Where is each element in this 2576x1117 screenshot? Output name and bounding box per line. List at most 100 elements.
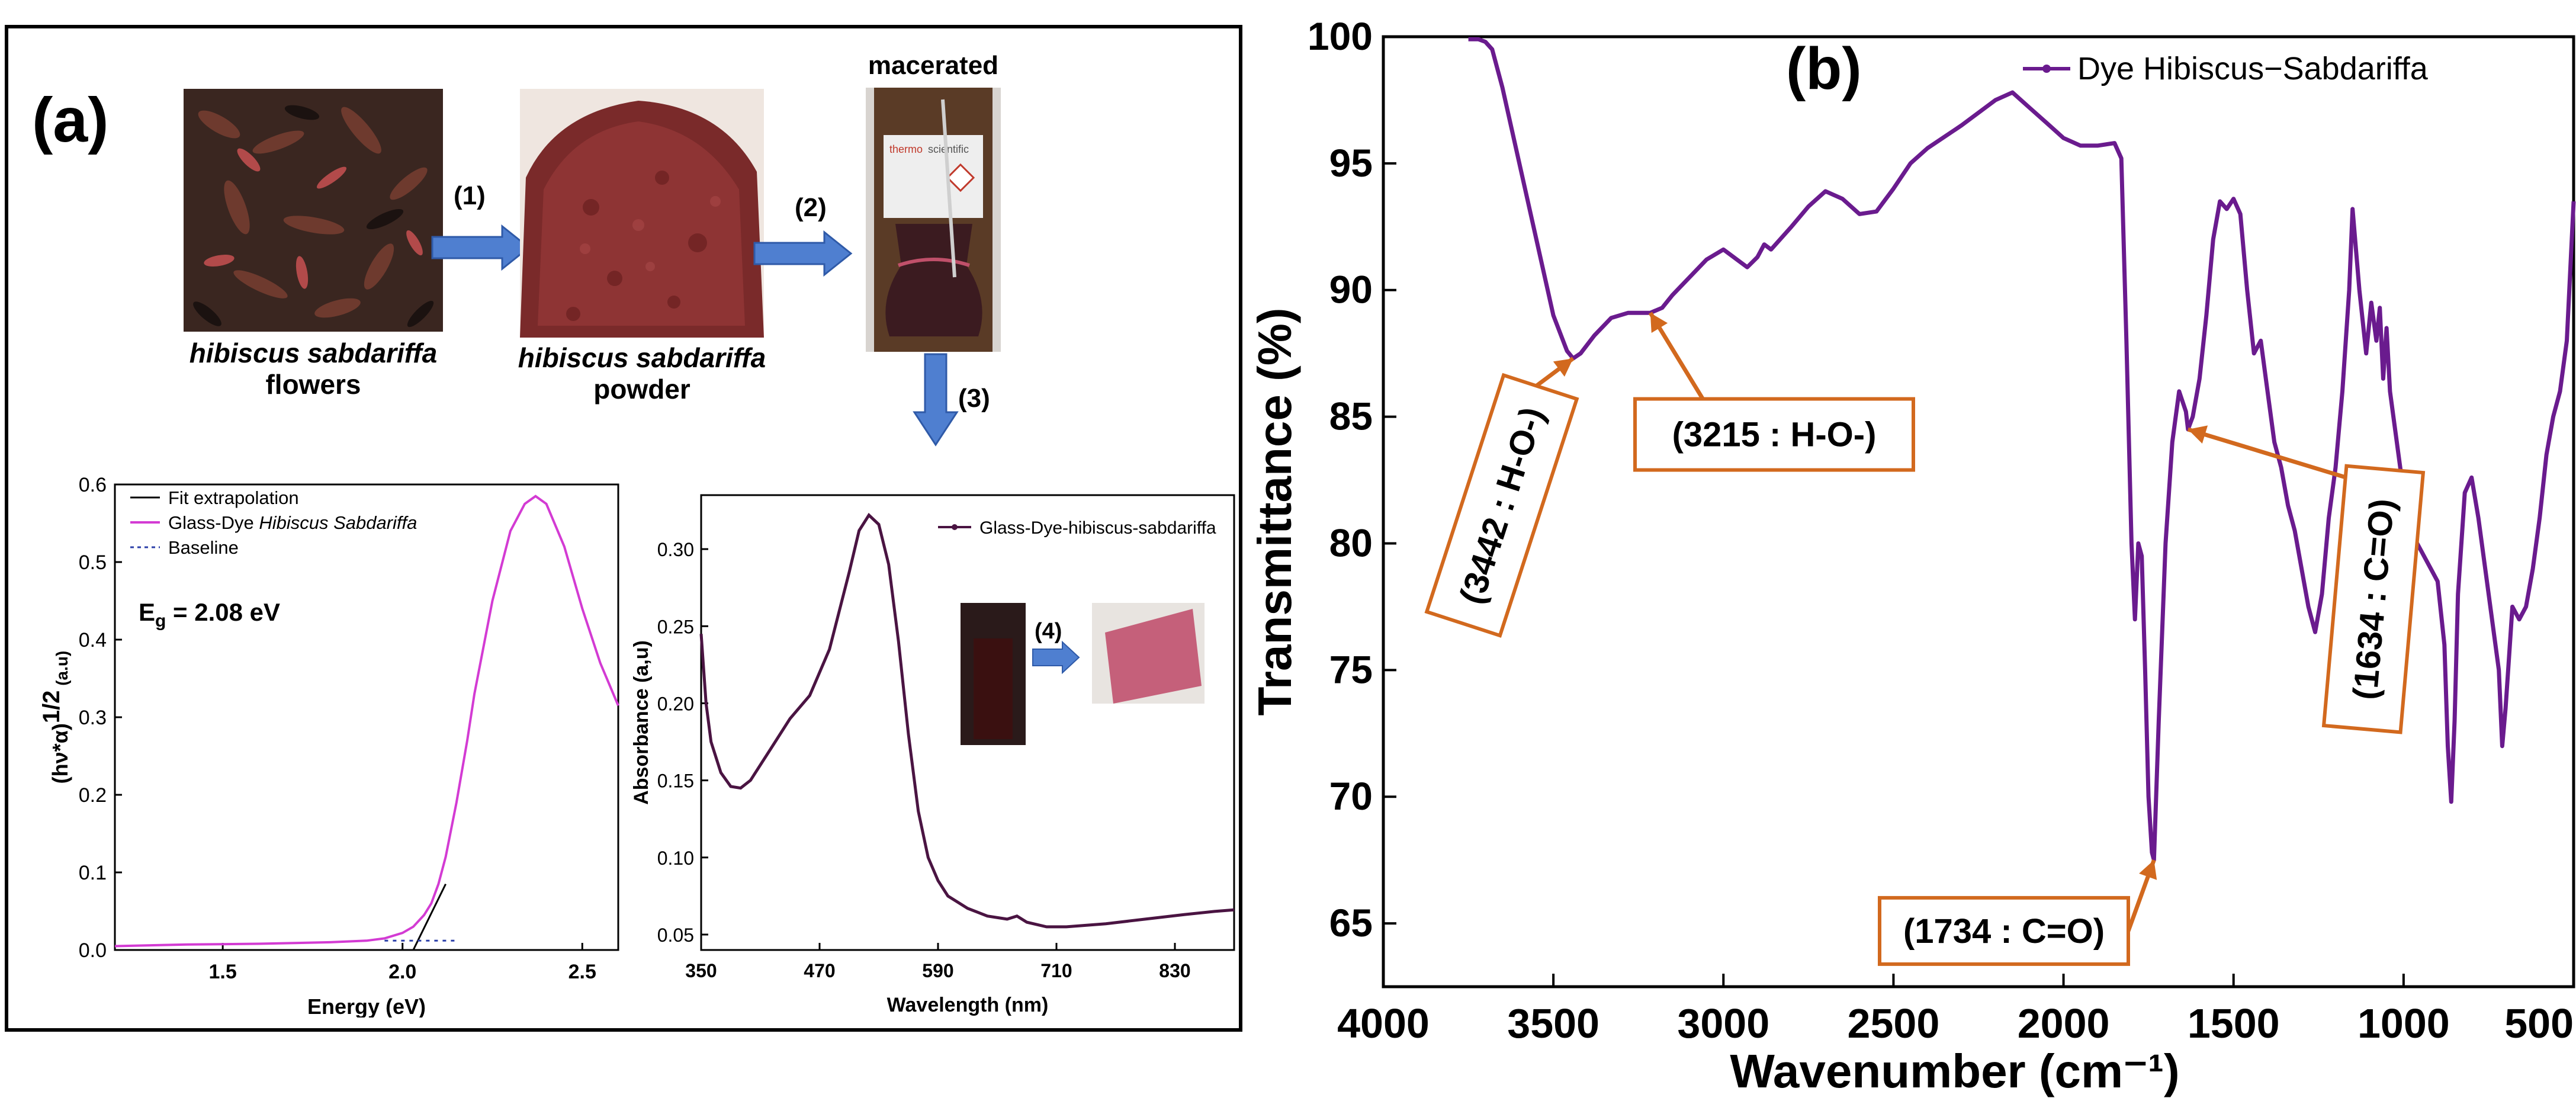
ftir-ytick-label: 85 <box>1329 394 1373 438</box>
ftir-annotation-rect <box>1633 397 1915 472</box>
step-3-label: (3) <box>958 384 990 413</box>
tauc-ytick-label: 0.1 <box>79 862 107 884</box>
panel-b-label: (b) <box>1786 36 1862 102</box>
hibiscus-flowers-photo <box>184 89 443 332</box>
ftir-annotation-rect <box>1878 895 2130 966</box>
ftir-xtick-label: 1500 <box>2188 1000 2280 1047</box>
tauc-xtick-label: 2.0 <box>388 961 416 983</box>
powder-caption-text: powder <box>593 373 690 405</box>
tauc-eg-suffix: = 2.08 eV <box>166 598 280 626</box>
abs-xlabel: Wavelength (nm) <box>887 994 1049 1016</box>
ftir-annotation-1734: (1734 : C=O) <box>1878 859 2157 966</box>
step-1-arrow <box>431 224 531 271</box>
ftir-annotation-3215: (3215 : H-O-) <box>1633 312 1915 472</box>
tauc-ytick-label: 0.0 <box>79 939 107 962</box>
ftir-annotation-arrowhead <box>2139 860 2157 880</box>
ftir-ytick-label: 90 <box>1329 268 1373 312</box>
ftir-ytick-label: 95 <box>1329 141 1373 185</box>
ftir-annotation-box: (1634 : C=O) <box>2321 464 2426 734</box>
tauc-xtick-label: 1.5 <box>209 961 237 983</box>
ftir-plot: 65 70 75 80 85 90 95 100 4000 3500 3000 2500 2000 150… <box>1248 14 2576 1097</box>
ftir-ytick-label: 65 <box>1329 901 1373 945</box>
step-4-arrow <box>1032 640 1080 675</box>
ftir-xtick-label: 2000 <box>2018 1000 2110 1047</box>
abs-xtick-label: 470 <box>804 960 835 981</box>
tauc-ylabel-base: (hν*α) <box>48 723 72 784</box>
ftir-series-line <box>1468 37 2576 862</box>
tauc-ytick-label: 0.4 <box>79 629 107 651</box>
hibiscus-powder-photo <box>520 89 764 338</box>
abs-ytick-label: 0.05 <box>657 925 694 946</box>
tauc-ylabel-sup: 1/2 <box>38 691 65 724</box>
step-3-arrow <box>913 353 959 447</box>
abs-ytick-label: 0.10 <box>657 848 694 869</box>
step-1-label: (1) <box>454 181 486 210</box>
powder-caption: hibiscus sabdariffa powder <box>494 342 790 405</box>
abs-xtick-label: 710 <box>1040 960 1072 981</box>
svg-text:scientific: scientific <box>928 143 969 155</box>
ftir-legend-marker <box>2042 65 2051 73</box>
tauc-ylabel: (hν*α)1/2 (a.u) <box>38 651 72 784</box>
tauc-xtick-label: 2.5 <box>568 961 596 983</box>
ftir-annotation-arrowhead <box>2188 425 2208 444</box>
absorbance-plot: 0.05 0.10 0.15 0.20 0.25 0.30 350 470 590 710 830 W… <box>630 494 1235 1016</box>
powder-texture <box>520 89 764 338</box>
step-4-label: (4) <box>1035 619 1062 644</box>
abs-xtick-label: 830 <box>1159 960 1190 981</box>
glass-slide-dye <box>1105 609 1202 704</box>
svg-text:thermo: thermo <box>889 143 923 155</box>
ftir-frame <box>1382 35 2575 988</box>
ftir-xlabel: Wavenumber (cm⁻¹) <box>1730 1045 2179 1097</box>
abs-legend-marker <box>952 524 958 530</box>
abs-ytick-label: 0.30 <box>657 539 694 560</box>
tauc-ytick-label: 0.2 <box>79 784 107 807</box>
ftir-ytick-label: 100 <box>1308 14 1373 58</box>
flowers-caption-text: flowers <box>265 368 361 400</box>
powder-caption-italic: hibiscus sabdariffa <box>518 342 766 373</box>
tauc-eg-annotation: Eg = 2.08 eV <box>139 598 280 631</box>
abs-xtick-label: 350 <box>685 960 717 981</box>
tauc-legend-baseline: Baseline <box>168 537 239 558</box>
macerated-texture: thermo scientific <box>866 88 1001 352</box>
ftir-ytick-label: 80 <box>1329 521 1373 564</box>
ftir-xtick-label: 3000 <box>1677 1000 1769 1047</box>
ftir-annotation-arrow <box>1648 312 1711 410</box>
ftir-ytick-label: 75 <box>1329 647 1373 691</box>
ftir-xtick-label: 2500 <box>1848 1000 1940 1047</box>
ftir-xtick-label: 4000 <box>1337 1000 1430 1047</box>
ftir-annotation-box: (3442 : H-O-) <box>1424 373 1579 638</box>
panel-a-label: (a) <box>32 85 109 155</box>
ftir-annotation-text: (1734 : C=O) <box>1903 912 2105 951</box>
ftir-annotation-box: (1734 : C=O) <box>1878 895 2130 966</box>
abs-ytick-label: 0.15 <box>657 771 694 792</box>
tauc-ytick-label: 0.6 <box>79 474 107 496</box>
tauc-ylabel-unit: (a.u) <box>53 651 71 691</box>
ftir-annotation-box: (3215 : H-O-) <box>1633 397 1915 472</box>
tauc-eg-sub: g <box>155 611 166 631</box>
ftir-annotation-arrowhead <box>1553 358 1573 377</box>
abs-ylabel: Absorbance (a,u) <box>630 640 653 805</box>
tauc-ytick-label: 0.5 <box>79 551 107 574</box>
panel-a-frame: (a) <box>5 25 1242 1032</box>
macerated-bottle-photo: thermo scientific <box>866 88 1001 352</box>
ftir-ylabel: Transmittance (%) <box>1248 307 1301 715</box>
ftir-annotation-3442: (3442 : H-O-) <box>1424 357 1579 638</box>
macerated-label: macerated <box>868 51 999 80</box>
ftir-legend-label: Dye Hibiscus−Sabdariffa <box>2077 51 2429 86</box>
tauc-legend-dye-italic: Hibiscus Sabdariffa <box>259 512 417 533</box>
flowers-texture <box>184 89 443 332</box>
ftir-annotation-arrowhead <box>1650 313 1668 333</box>
tauc-xlabel: Energy (eV) <box>307 994 426 1018</box>
abs-legend-label: Glass-Dye-hibiscus-sabdariffa <box>979 518 1216 538</box>
ftir-ytick-label: 70 <box>1329 774 1373 818</box>
ftir-xtick-label: 1000 <box>2357 1000 2450 1047</box>
tauc-legend-fit: Fit extrapolation <box>168 487 299 508</box>
tauc-legend-dye: Glass-Dye Hibiscus Sabdariffa <box>168 512 417 533</box>
abs-series-line <box>699 512 1235 929</box>
flowers-caption: hibiscus sabdariffa flowers <box>162 338 464 400</box>
abs-xtick-label: 590 <box>922 960 953 981</box>
tauc-plot: 0.0 0.1 0.2 0.3 0.4 0.5 0.6 1.5 2.0 2.5 Energy (eV… <box>38 474 619 1018</box>
tauc-series-fit <box>412 883 447 951</box>
tauc-ytick-label: 0.3 <box>79 707 107 729</box>
abs-frame <box>700 494 1235 951</box>
